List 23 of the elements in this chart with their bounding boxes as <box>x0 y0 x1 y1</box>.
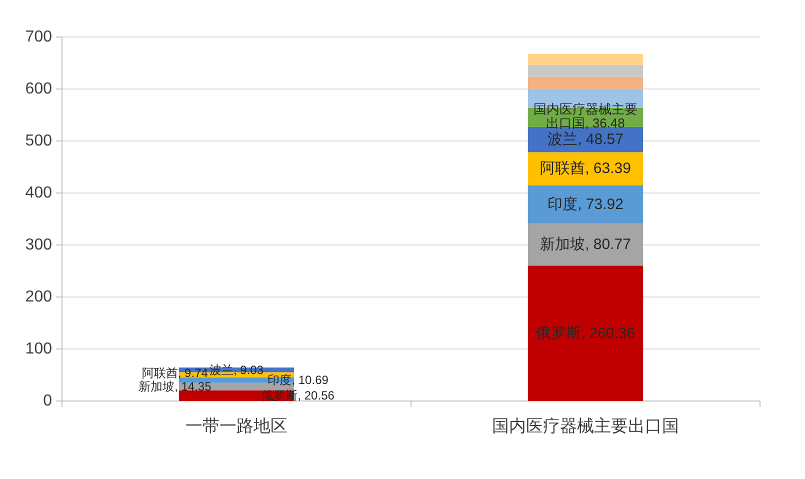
bar <box>528 76 644 89</box>
data-label: 印度, 10.69 <box>268 373 329 388</box>
x-tick-label: 国内医疗器械主要出口国 <box>492 416 679 436</box>
data-label: 新加坡, 80.77 <box>540 236 631 254</box>
bar <box>528 64 644 77</box>
y-tick-label: 500 <box>25 132 52 150</box>
y-tick-label: 300 <box>25 236 52 254</box>
data-label: 俄罗斯, 260.36 <box>536 324 636 342</box>
y-tick-label: 600 <box>25 80 52 98</box>
bar <box>528 224 644 266</box>
data-label: 新加坡, 14.35 <box>138 380 212 394</box>
bar <box>528 185 644 224</box>
x-tick-label: 一带一路地区 <box>186 416 288 436</box>
data-label: 波兰, 48.57 <box>548 131 624 148</box>
y-tick-label: 200 <box>25 288 52 306</box>
bar <box>528 54 644 65</box>
y-tick-label: 700 <box>25 28 52 46</box>
bar <box>528 266 644 401</box>
y-tick-label: 0 <box>43 392 52 410</box>
data-label: 印度, 73.92 <box>548 196 624 213</box>
y-tick-label: 400 <box>25 184 52 202</box>
y-tick-label: 100 <box>25 340 52 358</box>
data-label: 阿联酋, 63.39 <box>540 160 631 178</box>
